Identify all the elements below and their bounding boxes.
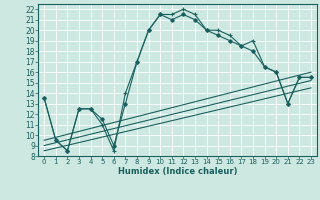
X-axis label: Humidex (Indice chaleur): Humidex (Indice chaleur) bbox=[118, 167, 237, 176]
